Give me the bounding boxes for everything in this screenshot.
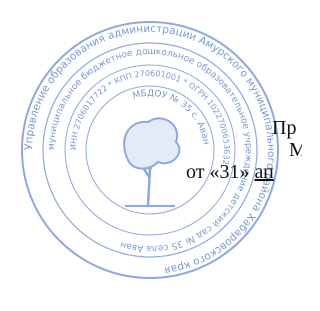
doc-line-3-underlined: ап — [254, 161, 274, 183]
page: Управление образования администрации Аму… — [0, 0, 302, 311]
doc-line-3-prefix: от «31» — [186, 161, 254, 183]
doc-line-1: Пр — [272, 117, 296, 139]
doc-line-2: М — [289, 139, 302, 161]
doc-line-3: от «31» ап — [186, 161, 274, 183]
